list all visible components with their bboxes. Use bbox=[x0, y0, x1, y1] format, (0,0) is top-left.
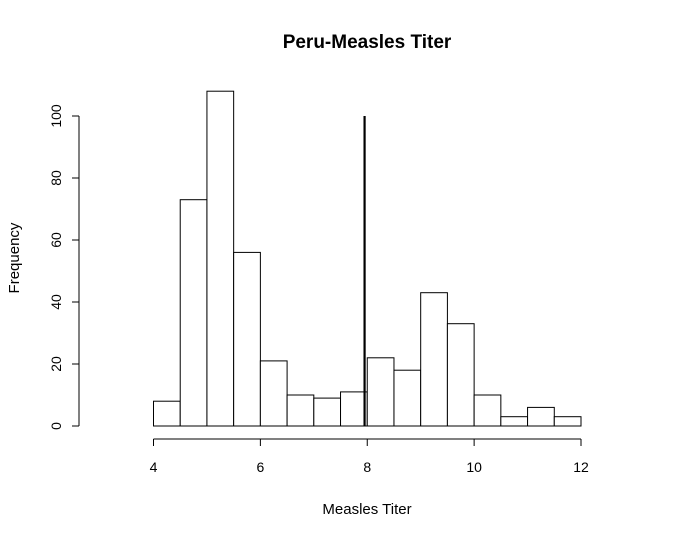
histogram-bar-15 bbox=[527, 406, 555, 427]
histogram-bar-6 bbox=[286, 394, 315, 427]
histogram-bar-16 bbox=[553, 416, 582, 427]
histogram-bar-9 bbox=[366, 357, 395, 427]
x-tick-label: 4 bbox=[150, 459, 158, 475]
bars-group bbox=[153, 90, 582, 427]
x-tick-label: 6 bbox=[256, 459, 264, 475]
histogram-bar-4 bbox=[233, 251, 261, 427]
histogram-bar-2 bbox=[179, 199, 208, 427]
x-tick-label: 12 bbox=[573, 459, 589, 475]
histogram-bar-10 bbox=[393, 369, 422, 427]
y-tick-label: 80 bbox=[48, 170, 64, 186]
histogram-bar-5 bbox=[259, 360, 288, 427]
x-axis-label: Measles Titer bbox=[322, 501, 411, 518]
histogram-bar-11 bbox=[420, 292, 448, 427]
histogram-bar-12 bbox=[446, 323, 475, 427]
histogram-bar-3 bbox=[206, 90, 235, 427]
histogram-bar-8 bbox=[340, 391, 368, 427]
y-tick-label: 100 bbox=[48, 104, 64, 128]
histogram-bar-13 bbox=[473, 394, 502, 427]
x-tick-label: 8 bbox=[363, 459, 371, 475]
chart-title: Peru-Measles Titer bbox=[283, 32, 452, 53]
histogram-bar-1 bbox=[153, 400, 181, 427]
y-axis-label: Frequency bbox=[6, 222, 23, 293]
y-tick-label: 40 bbox=[48, 294, 64, 310]
x-axis: 4 6 8 10 12 bbox=[150, 438, 589, 475]
y-axis: 0 20 40 60 80 100 bbox=[48, 104, 80, 430]
histogram-bar-7 bbox=[313, 397, 342, 427]
y-tick-label: 20 bbox=[48, 356, 64, 372]
histogram-bar-14 bbox=[500, 416, 529, 427]
x-tick-label: 10 bbox=[466, 459, 482, 475]
y-tick-label: 60 bbox=[48, 232, 64, 248]
y-tick-label: 0 bbox=[48, 422, 64, 430]
